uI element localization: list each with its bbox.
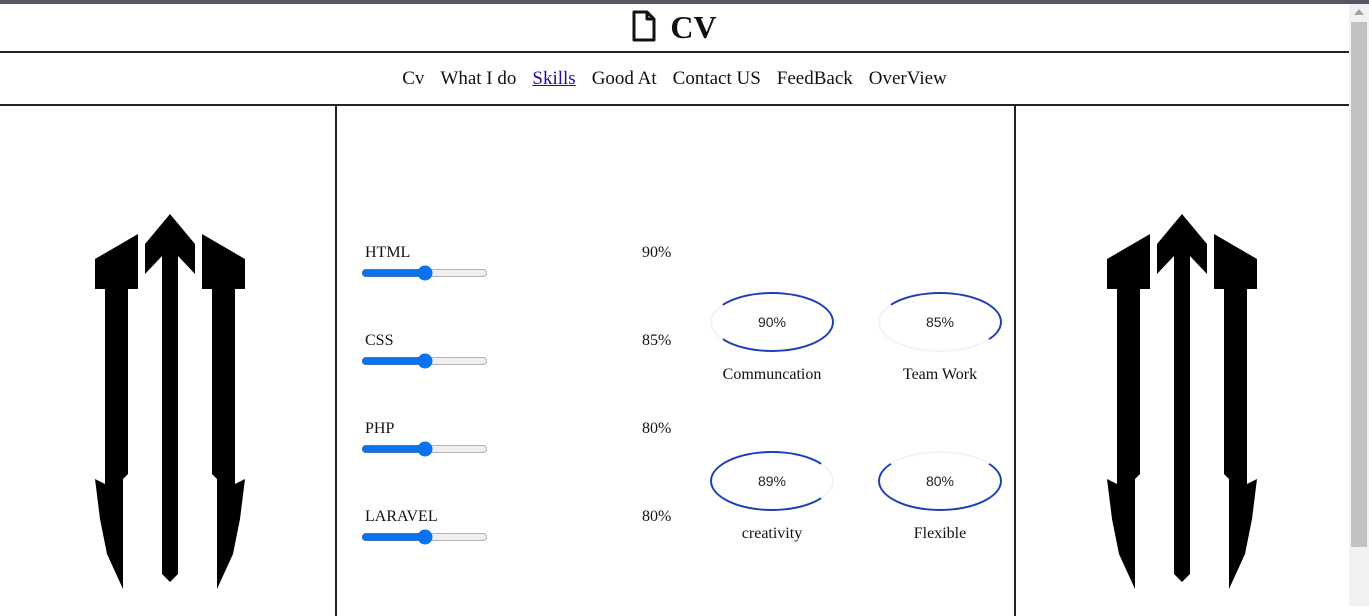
shield-logo-icon: [95, 214, 245, 589]
ability-label: Team Work: [902, 366, 978, 383]
skill-slider[interactable]: [361, 353, 488, 369]
ability-creativity: 89% creativity: [707, 451, 837, 551]
skill-name: CSS: [365, 332, 394, 349]
nav-link-contact-us[interactable]: Contact US: [672, 68, 761, 89]
skill-percent: 80%: [642, 420, 672, 437]
nav-link-feedback[interactable]: FeedBack: [776, 68, 853, 89]
skill-percent: 80%: [642, 508, 672, 525]
ability-label: Communcation: [722, 366, 822, 383]
site-brand[interactable]: CV: [0, 9, 1349, 45]
ability-ring: 80%: [878, 451, 1002, 511]
ability-label: creativity: [741, 525, 803, 542]
skill-percent: 90%: [642, 244, 672, 261]
skill-percent: 85%: [642, 332, 672, 349]
shield-logo-icon: [1107, 214, 1257, 589]
window-top-border: [0, 0, 1369, 4]
skill-slider[interactable]: [361, 441, 488, 457]
file-icon: [632, 9, 670, 45]
skill-name: PHP: [365, 420, 395, 437]
skill-php: PHP 80%: [361, 419, 681, 469]
ability-ring: 90%: [710, 292, 834, 352]
nav-link-what-i-do[interactable]: What I do: [440, 68, 517, 89]
skill-laravel: LARAVEL 80%: [361, 507, 681, 557]
skills-panel: HTML 90% CSS 85% PHP 80% LARAVEL 80% 90%…: [335, 106, 1016, 616]
ability-ring: 89%: [710, 451, 834, 511]
skill-name: HTML: [365, 244, 411, 261]
site-header: CV: [0, 4, 1349, 53]
main-nav: Cv What I do Skills Good At Contact US F…: [0, 53, 1349, 106]
scrollbar-thumb[interactable]: [1351, 22, 1367, 547]
skill-css: CSS 85%: [361, 331, 681, 381]
nav-link-good-at[interactable]: Good At: [591, 68, 657, 89]
site-title: CV: [670, 9, 717, 45]
ability-flexible: 80% Flexible: [875, 451, 1005, 551]
skill-html: HTML 90%: [361, 243, 681, 293]
ability-team-work: 85% Team Work: [875, 292, 1005, 392]
left-logo-panel: [0, 106, 335, 606]
ability-communication: 90% Communcation: [707, 292, 837, 392]
nav-link-skills[interactable]: Skills: [532, 68, 576, 89]
nav-link-cv[interactable]: Cv: [402, 68, 425, 89]
vertical-scrollbar[interactable]: [1349, 4, 1369, 606]
scroll-up-arrow-icon[interactable]: [1354, 9, 1364, 15]
right-logo-panel: [1014, 106, 1349, 606]
ability-ring: 85%: [878, 292, 1002, 352]
skill-slider[interactable]: [361, 265, 488, 281]
skill-name: LARAVEL: [365, 508, 438, 525]
nav-link-overview[interactable]: OverView: [868, 68, 947, 89]
skill-slider[interactable]: [361, 529, 488, 545]
ability-label: Flexible: [913, 525, 967, 542]
